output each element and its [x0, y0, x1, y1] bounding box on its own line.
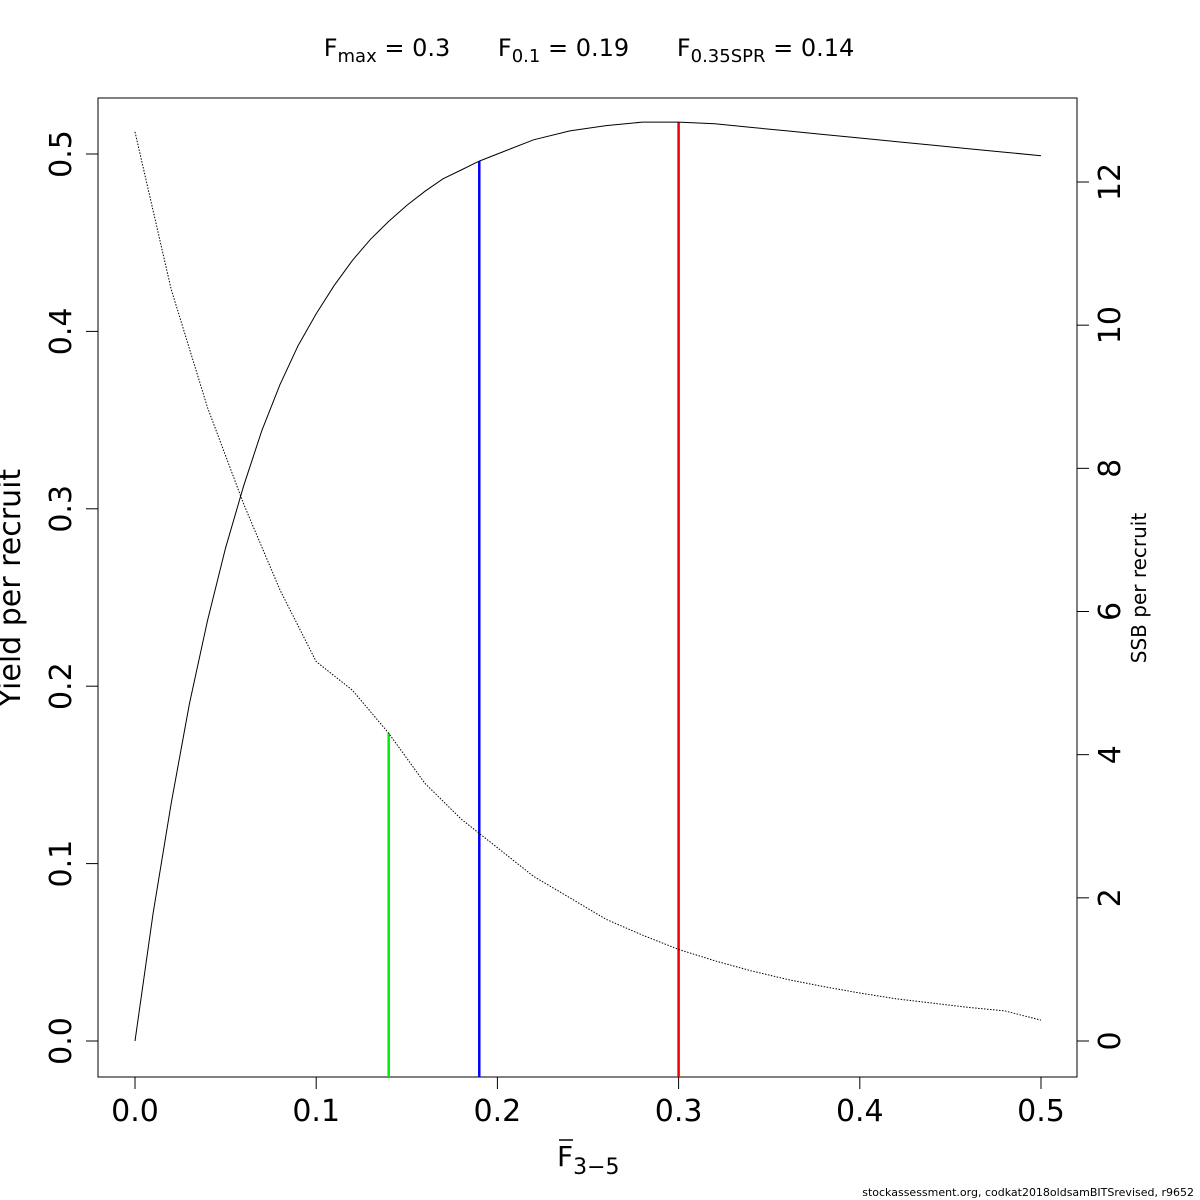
fspr-value: = 0.14	[766, 34, 855, 62]
fspr-label: F	[677, 34, 691, 62]
fmax-value: = 0.3	[377, 34, 451, 62]
y-right-tick-label: 2	[1093, 888, 1128, 907]
x-tick-label: 0.1	[292, 1094, 340, 1129]
y-left-tick-label: 0.0	[44, 1017, 79, 1065]
y-right-tick-label: 8	[1093, 459, 1128, 478]
y-right-axis: 0 2 4 6 8 10 12	[1077, 163, 1128, 1051]
x-tick-label: 0.4	[836, 1094, 884, 1129]
x-axis: 0.0 0.1 0.2 0.3 0.4 0.5	[111, 1077, 1065, 1129]
y-left-axis: 0.0 0.1 0.2 0.3 0.4 0.5	[44, 130, 98, 1065]
fspr-subscript: 0.35SPR	[691, 46, 766, 67]
y-left-tick-label: 0.4	[44, 308, 79, 356]
x-tick-label: 0.0	[111, 1094, 159, 1129]
y-right-tick-label: 4	[1093, 745, 1128, 764]
y-left-tick-label: 0.5	[44, 130, 79, 178]
reference-lines	[387, 122, 680, 1077]
yield-per-recruit-line	[134, 121, 1042, 1042]
plot-frame	[97, 97, 1078, 1078]
x-axis-title: F3−5	[557, 1140, 620, 1180]
y-right-tick-label: 10	[1093, 306, 1128, 344]
f01-label: F	[498, 34, 512, 62]
y-left-tick-label: 0.1	[44, 840, 79, 888]
y-right-tick-label: 12	[1093, 163, 1128, 201]
y-right-tick-label: 0	[1093, 1031, 1128, 1050]
x-axis-title-sub: 3−5	[573, 1155, 619, 1180]
y-left-axis-title: Yield per recruit	[0, 469, 28, 709]
x-axis-title-main: F	[557, 1140, 573, 1173]
y-right-axis-title: SSB per recruit	[1127, 513, 1151, 664]
fmax-label: F	[324, 34, 338, 62]
ssb-per-recruit-line	[134, 131, 1042, 1021]
footer-credit: stockassessment.org, codkat2018oldsamBIT…	[862, 1186, 1194, 1199]
x-tick-label: 0.2	[474, 1094, 522, 1129]
header-reference-values: Fmax = 0.3 F0.1 = 0.19 F0.35SPR = 0.14	[324, 34, 855, 67]
series-group	[134, 121, 1042, 1042]
y-left-tick-label: 0.3	[44, 485, 79, 533]
x-tick-label: 0.3	[655, 1094, 703, 1129]
y-left-tick-label: 0.2	[44, 662, 79, 710]
x-tick-label: 0.5	[1017, 1094, 1065, 1129]
f01-subscript: 0.1	[512, 46, 541, 67]
f01-value: = 0.19	[540, 34, 629, 62]
fmax-subscript: max	[338, 46, 378, 67]
y-right-tick-label: 6	[1093, 602, 1128, 621]
